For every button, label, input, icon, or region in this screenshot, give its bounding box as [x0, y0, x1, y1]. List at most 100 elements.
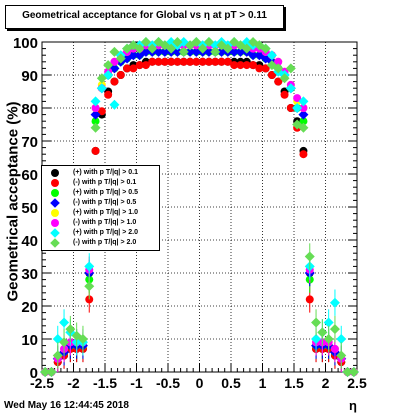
data-point: [236, 61, 245, 70]
data-point: [211, 57, 220, 66]
data-point: [222, 43, 233, 54]
data-point: [65, 324, 76, 335]
data-point: [204, 57, 213, 66]
data-point: [217, 57, 226, 66]
y-tick-label: 20: [21, 299, 38, 316]
data-point: [91, 104, 100, 112]
data-point: [311, 334, 322, 344]
data-point: [134, 43, 145, 54]
data-point: [249, 61, 258, 70]
date-stamp: Wed May 16 12:44:45 2018: [4, 400, 129, 411]
data-point: [59, 317, 70, 328]
data-point: [280, 90, 289, 99]
data-point: [84, 261, 95, 272]
data-point: [293, 94, 302, 103]
data-point: [210, 46, 221, 57]
data-point: [91, 146, 100, 155]
data-point: [186, 57, 195, 66]
legend-item: (+) with p T/|q| > 1.0: [42, 208, 160, 218]
legend-marker: [51, 179, 59, 187]
data-point: [59, 337, 70, 348]
y-tick-label: 70: [21, 134, 38, 151]
data-point: [103, 60, 114, 71]
data-point: [46, 367, 57, 377]
data-point: [317, 327, 328, 338]
data-point: [77, 334, 88, 344]
legend-marker: [51, 219, 59, 227]
data-point: [167, 57, 176, 66]
legend-item: (-) with p T/|q| > 0.1: [42, 178, 160, 188]
data-point: [96, 83, 107, 94]
x-tick-label: -0.5: [156, 375, 180, 391]
data-point: [223, 57, 232, 66]
data-point: [90, 122, 101, 133]
y-tick-label: 80: [21, 101, 38, 118]
legend-marker: [50, 228, 60, 238]
legend-label: (-) with p T/|q| > 2.0: [73, 239, 137, 246]
x-tick-label: 1.5: [284, 375, 304, 391]
data-point: [84, 281, 95, 292]
y-tick-label: 40: [21, 233, 38, 250]
data-point: [90, 109, 101, 120]
legend-marker: [51, 189, 59, 197]
data-point: [342, 367, 353, 377]
data-point: [110, 77, 119, 86]
legend-item: (+) with p T/|q| > 0.1: [42, 168, 160, 178]
data-point: [166, 43, 177, 54]
y-tick-label: 0: [30, 365, 38, 382]
x-tick-label: 2.5: [347, 375, 367, 391]
data-point: [123, 64, 132, 73]
x-tick-label: -2.5: [30, 375, 54, 391]
legend-item: (+) with p T/|q| > 2.0: [42, 228, 160, 238]
data-point: [323, 317, 334, 328]
data-point: [198, 57, 207, 66]
data-point: [110, 57, 119, 66]
legend-marker: [51, 209, 59, 217]
series-group: [40, 37, 359, 377]
data-point: [241, 43, 252, 54]
legend-marker: [51, 169, 59, 177]
legend-label: (-) with p T/|q| > 0.1: [73, 179, 137, 186]
data-point: [129, 64, 138, 73]
x-tick-label: -1: [130, 375, 143, 391]
x-tick-label: 2: [322, 375, 330, 391]
data-point: [90, 96, 101, 107]
data-point: [292, 103, 303, 113]
legend-marker: [50, 238, 60, 248]
data-point: [178, 46, 189, 57]
data-point: [298, 109, 309, 120]
data-point: [154, 57, 163, 66]
data-point: [298, 96, 309, 107]
legend-label: (+) with p T/|q| > 0.1: [73, 169, 138, 176]
data-point: [91, 117, 100, 126]
data-point: [173, 57, 182, 66]
data-point: [203, 37, 214, 47]
legend-item: (-) with p T/|q| > 2.0: [42, 238, 160, 248]
x-axis-label: η: [349, 398, 357, 413]
legend-item: (-) with p T/|q| > 1.0: [42, 218, 160, 228]
data-point: [40, 367, 51, 377]
data-point: [141, 61, 150, 70]
data-point: [305, 295, 314, 304]
data-point: [299, 150, 308, 159]
data-point: [96, 73, 107, 84]
chart-title: Geometrical acceptance for Global vs η a…: [22, 10, 267, 21]
x-tick-label: -1.5: [93, 375, 117, 391]
data-point: [329, 297, 340, 308]
data-point: [140, 37, 151, 47]
data-point: [286, 104, 295, 112]
data-point: [242, 61, 251, 70]
y-axis-label: Geometrical acceptance (%): [4, 101, 22, 302]
data-point: [109, 46, 120, 57]
y-tick-label: 60: [21, 167, 38, 184]
legend-item: (+) with p T/|q| > 0.5: [42, 188, 160, 198]
legend: (+) with p T/|q| > 0.1 (-) with p T/|q| …: [41, 165, 160, 251]
data-point: [109, 99, 120, 110]
data-point: [97, 107, 106, 116]
data-point: [135, 61, 144, 70]
data-series: [40, 37, 359, 377]
data-point: [330, 344, 339, 353]
y-tick-label: 10: [21, 332, 38, 349]
data-point: [115, 53, 126, 64]
